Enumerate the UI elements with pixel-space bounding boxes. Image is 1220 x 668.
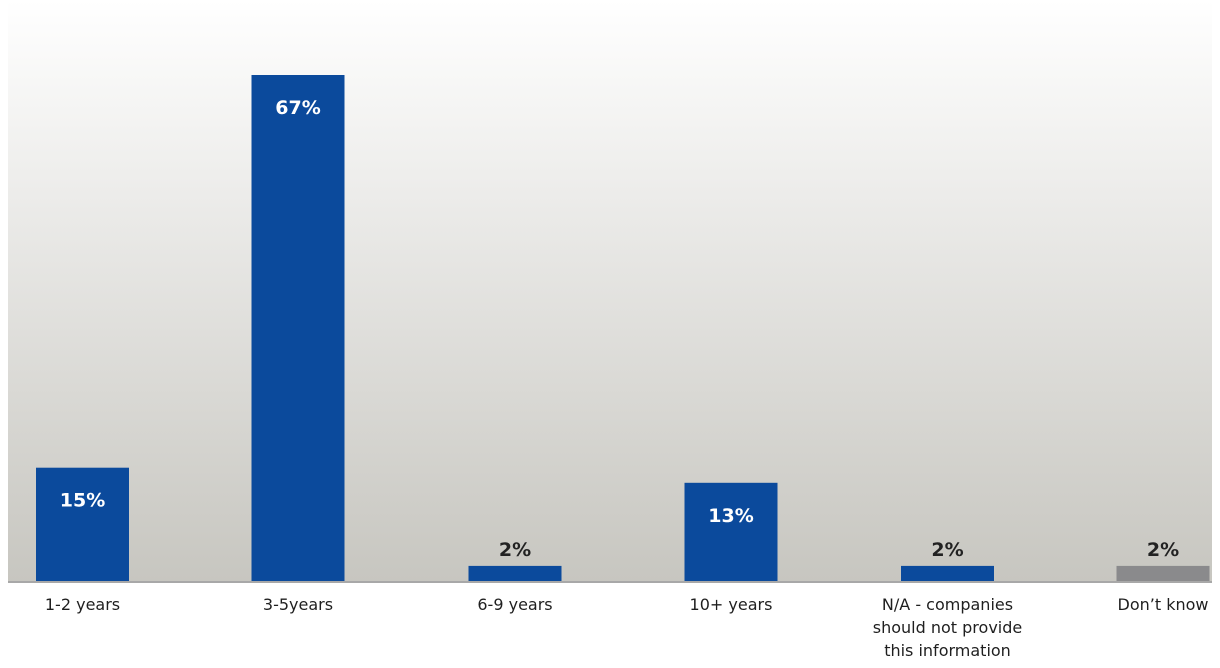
category-label-4-line-1: should not provide bbox=[873, 618, 1022, 637]
bar-1 bbox=[251, 75, 345, 581]
value-label-4: 2% bbox=[931, 539, 963, 561]
category-label-1-line-0: 3-5years bbox=[263, 595, 333, 614]
category-label-5-line-0: Don’t know bbox=[1118, 595, 1209, 614]
bar-0 bbox=[36, 467, 129, 581]
category-label-3: 10+ years bbox=[690, 595, 773, 614]
bar-3 bbox=[684, 482, 778, 581]
value-labels-layer: 15% 67% 2% 13% 2% 2% bbox=[60, 97, 1179, 561]
category-label-4-line-0: N/A - companies bbox=[882, 595, 1013, 614]
bar-4 bbox=[901, 565, 994, 581]
category-label-4: N/A - companies should not provide this in… bbox=[873, 595, 1022, 660]
plot-background bbox=[8, 0, 1212, 582]
category-labels-layer: 1-2 years 3-5years 6-9 years 10+ years N/A -… bbox=[45, 595, 1209, 660]
value-label-5: 2% bbox=[1147, 539, 1179, 561]
value-label-3: 13% bbox=[708, 505, 753, 527]
category-label-5: Don’t know bbox=[1118, 595, 1209, 614]
category-label-3-line-0: 10+ years bbox=[690, 595, 773, 614]
category-label-0-line-0: 1-2 years bbox=[45, 595, 120, 614]
category-label-2-line-0: 6-9 years bbox=[477, 595, 552, 614]
value-label-2: 2% bbox=[499, 539, 531, 561]
category-label-4-line-2: this information bbox=[884, 641, 1011, 660]
category-label-2: 6-9 years bbox=[477, 595, 552, 614]
value-label-0: 15% bbox=[60, 490, 105, 512]
bars-layer bbox=[36, 75, 1210, 581]
category-label-1: 3-5years bbox=[263, 595, 333, 614]
category-label-0: 1-2 years bbox=[45, 595, 120, 614]
bar-2 bbox=[468, 565, 562, 581]
bar-5 bbox=[1116, 565, 1210, 581]
value-label-1: 67% bbox=[275, 97, 320, 119]
